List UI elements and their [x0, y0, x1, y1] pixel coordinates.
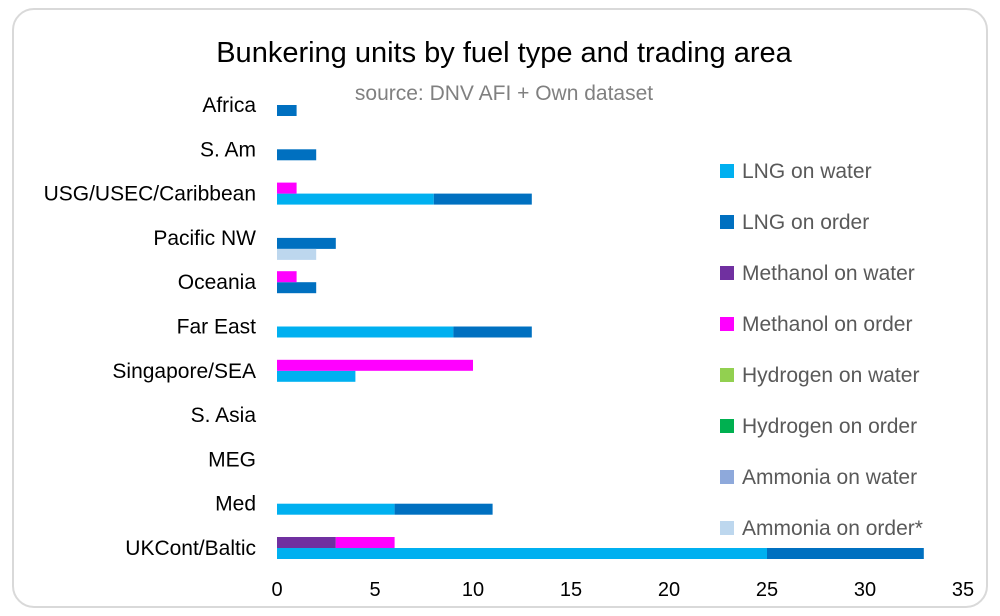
bar-usg-usec-caribbean-lng-on-order	[433, 193, 532, 205]
category-label-s-am: S. Am	[200, 138, 256, 161]
chart-subtitle: source: DNV AFI + Own dataset	[355, 82, 653, 105]
legend-label-methanol-on-order: Methanol on order	[742, 313, 912, 336]
category-label-pacific-nw: Pacific NW	[153, 227, 256, 250]
legend-label-lng-on-water: LNG on water	[742, 160, 872, 183]
legend-label-hydrogen-on-water: Hydrogen on water	[742, 364, 919, 387]
category-label-s-asia: S. Asia	[191, 404, 257, 427]
bar-singapore-sea-methanol-on-order	[277, 359, 473, 371]
legend-swatch-lng-on-water	[720, 164, 734, 178]
category-label-far-east: Far East	[177, 316, 257, 339]
x-tick-labels: 0 5 10 15 20 25 30 35	[271, 579, 974, 601]
bar-s-am-lng-on-order	[277, 149, 317, 161]
legend-label-hydrogen-on-order: Hydrogen on order	[742, 415, 917, 438]
bar-ukcont-baltic-lng-on-water	[277, 548, 767, 559]
legend-label-ammonia-on-water: Ammonia on water	[742, 466, 917, 489]
legend-swatch-hydrogen-on-water	[720, 368, 734, 382]
x-tick-30: 30	[854, 579, 876, 601]
legend-label-methanol-on-water: Methanol on water	[742, 262, 915, 285]
x-tick-0: 0	[271, 579, 282, 601]
legend-swatch-lng-on-order	[720, 215, 734, 229]
bar-oceania-lng-on-order	[277, 282, 317, 294]
bar-singapore-sea-lng-on-water	[277, 370, 356, 382]
x-tick-15: 15	[560, 579, 582, 601]
legend: LNG on water LNG on order Methanol on wate…	[720, 160, 923, 540]
category-label-meg: MEG	[208, 448, 256, 471]
legend-label-ammonia-on-order: Ammonia on order*	[742, 517, 923, 540]
legend-swatch-hydrogen-on-order	[720, 419, 734, 433]
category-label-singapore-sea: Singapore/SEA	[112, 360, 256, 383]
x-tick-35: 35	[952, 579, 974, 601]
x-tick-25: 25	[756, 579, 778, 601]
category-label-med: Med	[215, 493, 256, 516]
bar-usg-usec-caribbean-lng-on-water	[277, 193, 434, 205]
category-label-oceania: Oceania	[178, 271, 257, 294]
legend-swatch-methanol-on-order	[720, 317, 734, 331]
legend-swatch-methanol-on-water	[720, 266, 734, 280]
bar-pacific-nw-ammonia-on-order	[277, 248, 317, 260]
chart-title: Bunkering units by fuel type and trading…	[216, 37, 792, 69]
category-label-usg-usec-caribbean: USG/USEC/Caribbean	[44, 183, 256, 206]
bar-pacific-nw-lng-on-order	[277, 237, 336, 249]
bar-ukcont-baltic-methanol-on-water	[277, 537, 336, 548]
category-labels: Africa S. Am USG/USEC/Caribbean Pacific NW O…	[44, 94, 257, 560]
bars-layer	[277, 105, 924, 559]
legend-swatch-ammonia-on-water	[720, 470, 734, 484]
bar-med-lng-on-water	[277, 503, 395, 515]
x-tick-5: 5	[369, 579, 380, 601]
bar-med-lng-on-order	[394, 503, 493, 515]
bar-far-east-lng-on-water	[277, 326, 454, 338]
chart-frame	[12, 8, 988, 608]
bar-oceania-methanol-on-order	[277, 271, 297, 283]
x-tick-10: 10	[462, 579, 484, 601]
bar-ukcont-baltic-methanol-on-order	[335, 537, 395, 548]
x-tick-20: 20	[658, 579, 680, 601]
legend-label-lng-on-order: LNG on order	[742, 211, 869, 234]
legend-swatch-ammonia-on-order	[720, 521, 734, 535]
bar-ukcont-baltic-lng-on-order	[767, 548, 924, 559]
bar-far-east-lng-on-order	[453, 326, 532, 338]
bar-africa-lng-on-order	[277, 105, 297, 116]
category-label-africa: Africa	[202, 94, 256, 117]
category-label-ukcont-baltic: UKCont/Baltic	[125, 537, 256, 560]
bar-usg-usec-caribbean-methanol-on-order	[277, 182, 297, 194]
